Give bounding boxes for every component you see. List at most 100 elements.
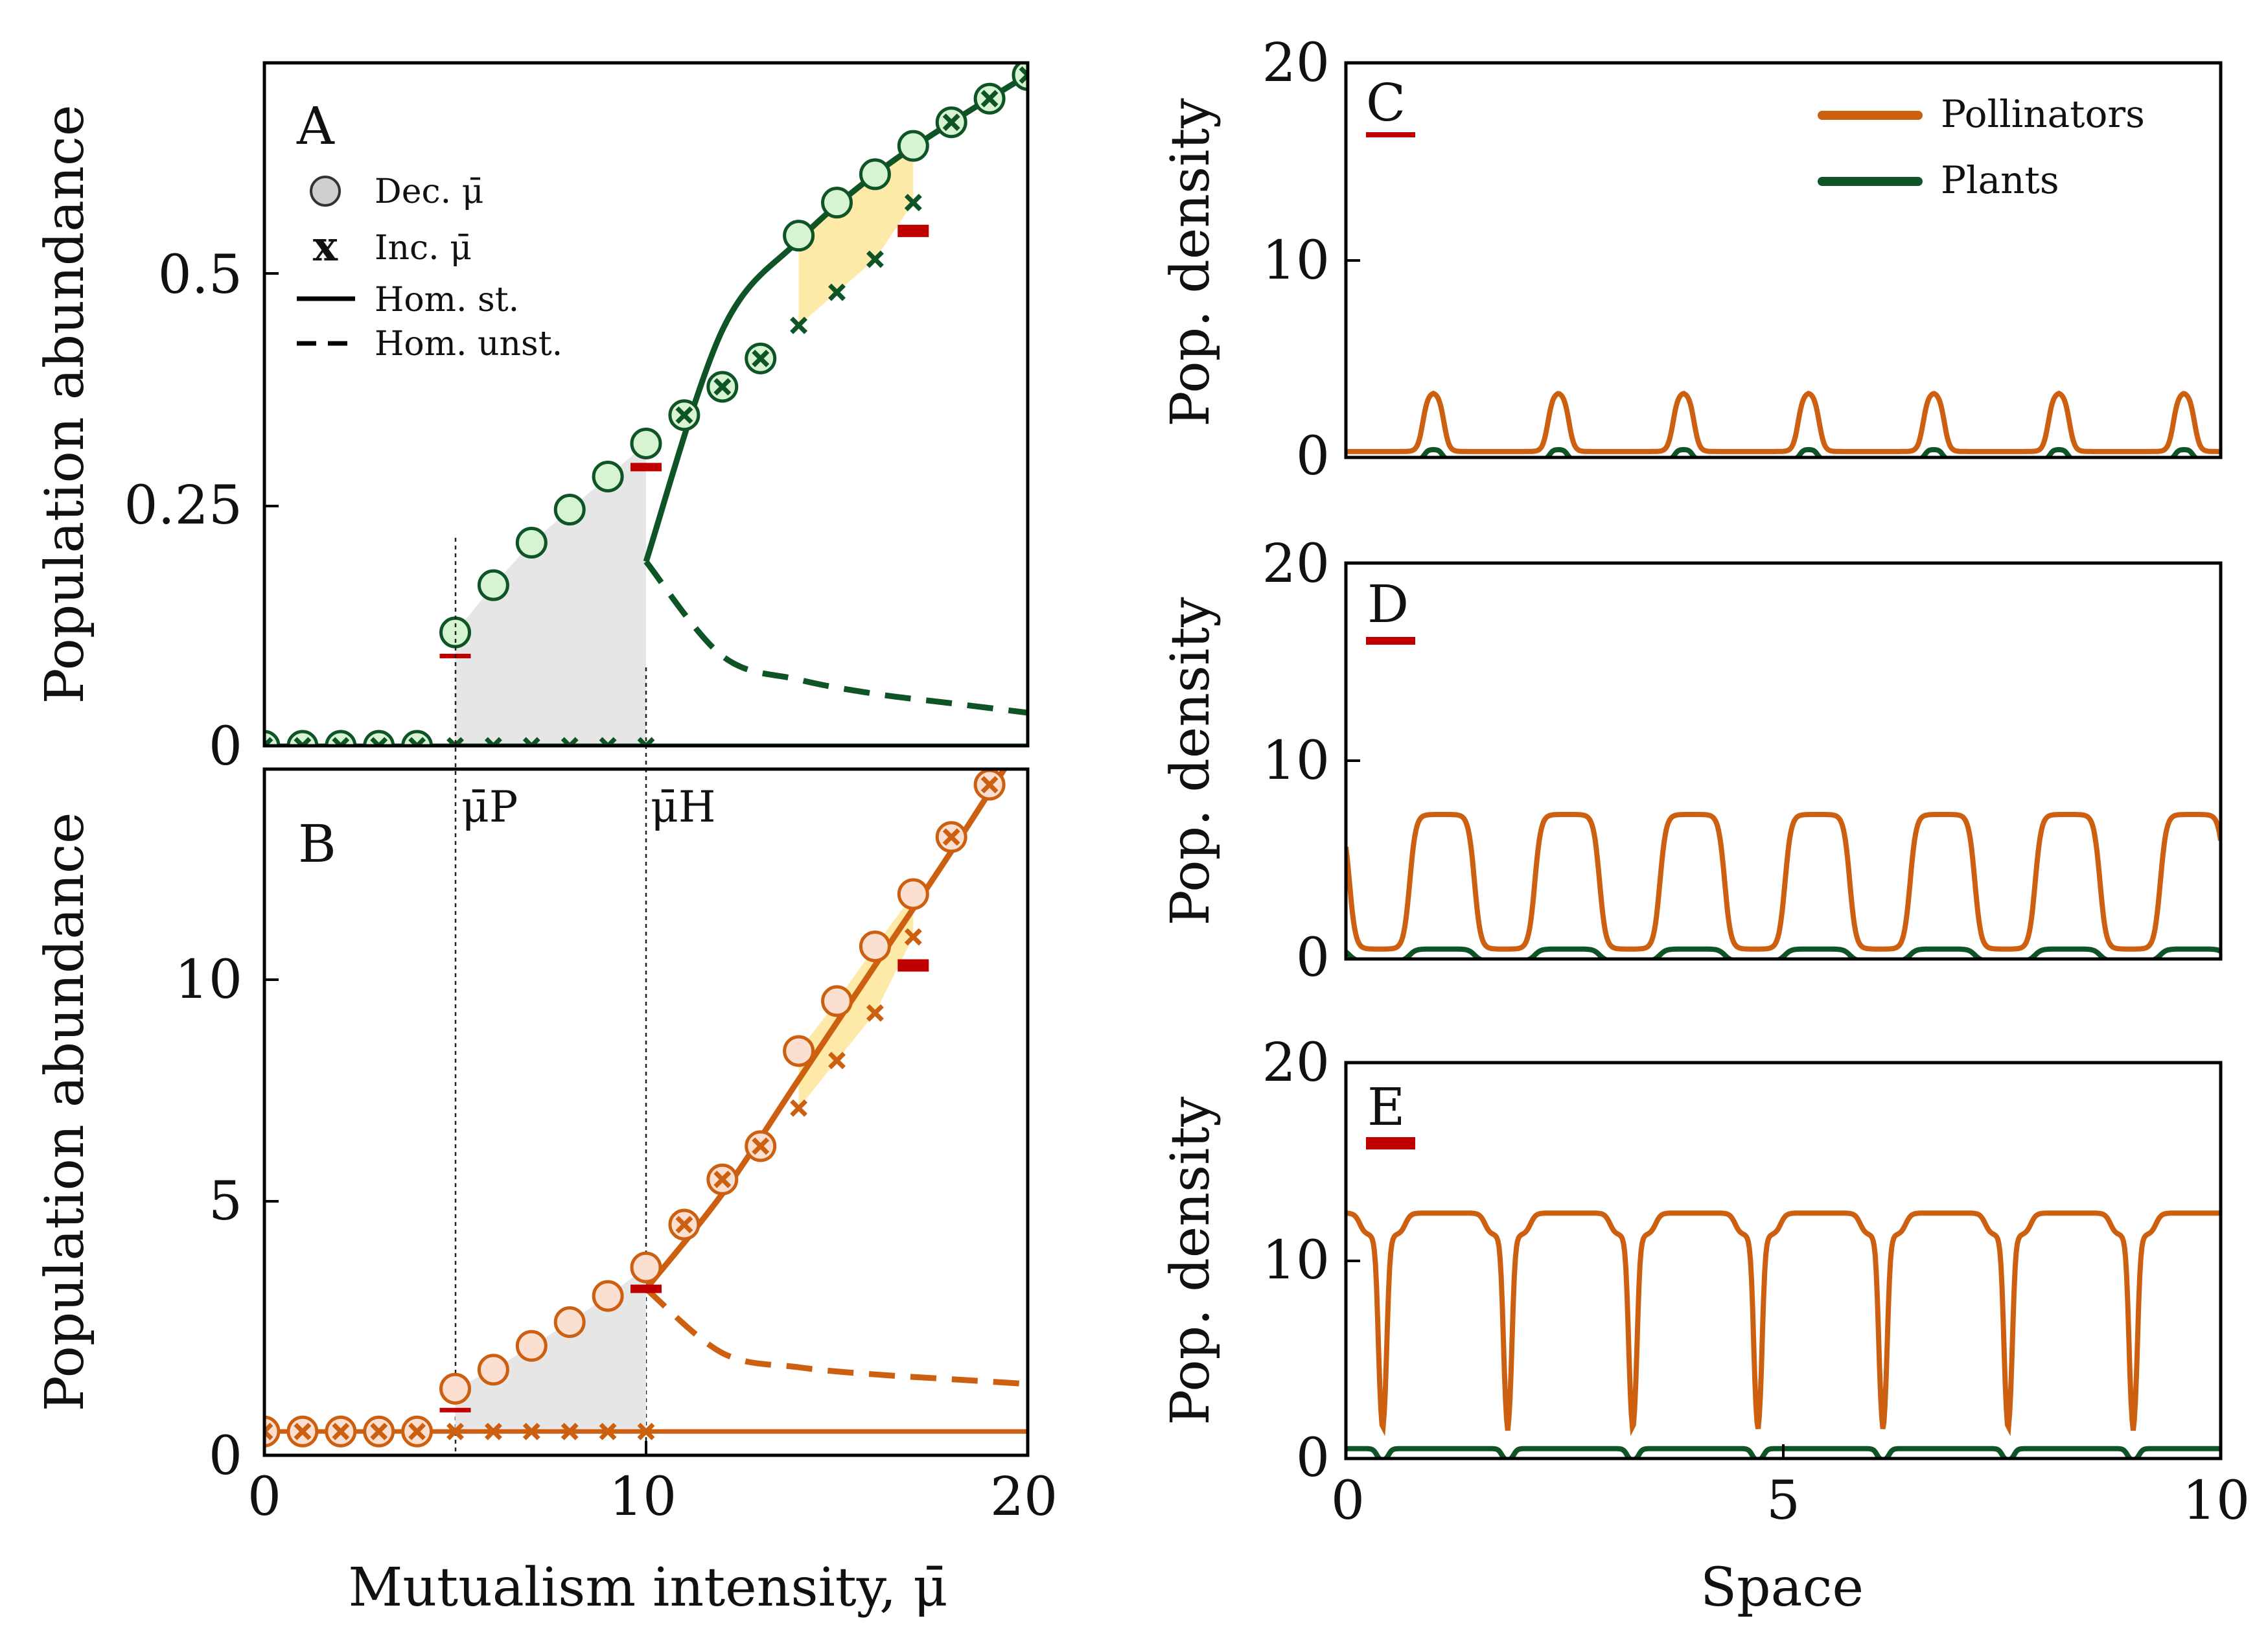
panel-C-marker [1366, 132, 1415, 137]
dec-mu-marker [821, 985, 853, 1017]
ytick-label: 0 [1296, 1427, 1330, 1489]
ytick-label: 0 [1296, 426, 1330, 487]
panel-C-yticks: 0 10 20 [1262, 32, 1360, 487]
panel-E-xticks: 0 5 10 [1331, 1444, 2250, 1532]
panel-D-label: D [1367, 574, 1409, 634]
dec-mu-marker [363, 730, 395, 746]
dec-mu-marker [783, 1035, 815, 1067]
panel-E-ylabel: Pop. density [1160, 1096, 1221, 1425]
panel-C-label: C [1366, 73, 1406, 133]
dec-mu-marker [286, 730, 319, 746]
legend-plants-label: Plants [1941, 158, 2059, 202]
panel-E-frame [1344, 1061, 2223, 1460]
inc-mu-marker [408, 737, 426, 746]
inc-mu-marker [828, 1052, 846, 1070]
dec-mu-marker [592, 1280, 624, 1312]
ytick-label: 0 [1296, 927, 1330, 989]
plants-line [1346, 946, 2221, 959]
dec-mu-marker [553, 494, 586, 525]
mu-P-label: μ̄P [461, 782, 518, 832]
ytick-label: 5 [209, 1171, 242, 1232]
panel-E: 0 10 20 0 5 10 E Pop. density Space [1160, 1032, 2250, 1619]
dec-mu-marker [401, 730, 434, 746]
ytick-label: 0.5 [158, 244, 242, 306]
data-markers [264, 63, 1028, 746]
inc-mu-marker [866, 1004, 884, 1022]
inc-mu-marker [980, 89, 999, 108]
stable-branch-curve [643, 72, 1028, 563]
inc-mu-marker [752, 349, 770, 367]
red-markers [439, 959, 929, 1413]
inc-mu-marker [484, 737, 502, 746]
inc-mu-marker [980, 776, 999, 794]
left-xlabel: Mutualism intensity, μ̄ [348, 1557, 947, 1619]
dec-mu-marker [630, 427, 662, 459]
right-xlabel: Space [1700, 1557, 1864, 1619]
legend-unstable-label: Hom. unst. [375, 325, 562, 363]
inc-mu-marker [561, 1422, 579, 1440]
dec-mu-marker [897, 130, 929, 162]
inc-mu-marker [522, 737, 540, 746]
inc-mu-marker [904, 928, 922, 946]
inc-mu-marker [332, 1422, 350, 1440]
panel-B-xticks: 0 10 20 [248, 1441, 1058, 1528]
panel-A-frame [262, 61, 1030, 748]
xtick-label: 5 [1766, 1470, 1800, 1532]
xtick-label: 10 [609, 1466, 677, 1528]
inc-mu-marker [637, 1422, 655, 1440]
panel-E-label: E [1367, 1077, 1405, 1137]
panel-B-label: B [298, 814, 336, 874]
dec-mu-marker [264, 1415, 281, 1448]
panel-C: 0 10 20 C Pollinators Plants Pop. densit… [1160, 32, 2223, 487]
inc-mu-marker [484, 1422, 502, 1440]
panel-A-yticks: 0 0.25 0.5 [124, 244, 279, 778]
inc-mu-marker [294, 737, 312, 746]
red-marker-D [631, 463, 662, 472]
ytick-label: 0 [209, 1425, 242, 1487]
inc-mu-marker [599, 737, 617, 746]
inc-mu-marker [790, 316, 808, 334]
legend-dec-label: Dec. μ̄ [375, 172, 483, 211]
panel-D-ylabel: Pop. density [1160, 597, 1221, 926]
inc-mu-marker [637, 737, 655, 746]
yellow-region [798, 146, 914, 326]
dec-mu-marker [592, 460, 624, 492]
red-marker-E [897, 224, 929, 237]
inc-mu-marker [561, 737, 579, 746]
inc-mu-marker [446, 737, 464, 746]
inc-mu-marker [675, 406, 693, 424]
inc-mu-marker [294, 1422, 312, 1440]
inc-mu-marker [790, 1099, 808, 1117]
panel-A-ylabel: Population abundance [34, 105, 96, 704]
xtick-label: 0 [248, 1466, 281, 1528]
xtick-label: 20 [990, 1466, 1058, 1528]
panel-D-marker [1366, 637, 1415, 645]
panel-B-ylabel: Population abundance [34, 813, 96, 1412]
gray-region [455, 443, 646, 746]
dec-mu-marker [821, 187, 853, 219]
panel-E-yticks: 0 10 20 [1262, 1032, 1360, 1489]
dec-mu-marker [325, 730, 357, 746]
legend-right: Pollinators Plants [1818, 92, 2145, 202]
legend-cross-marker: x [313, 222, 338, 271]
inc-mu-marker [522, 1422, 540, 1440]
legend-circle-marker [310, 176, 341, 207]
inc-mu-marker [370, 1422, 388, 1440]
ytick-label: 20 [1262, 533, 1330, 595]
inc-mu-marker [828, 283, 846, 301]
panel-A-label: A [296, 96, 335, 156]
inc-mu-marker [713, 378, 732, 396]
inc-mu-marker [408, 1422, 426, 1440]
inc-mu-marker [675, 1216, 693, 1234]
dec-mu-marker [515, 1330, 548, 1362]
ytick-label: 0.25 [124, 475, 242, 536]
red-marker-D [631, 1284, 662, 1293]
panel-E-marker [1366, 1137, 1415, 1149]
red-marker-C [439, 1407, 471, 1413]
xtick-label: 0 [1331, 1470, 1365, 1532]
unstable-branch-curve [644, 1286, 1028, 1387]
ytick-label: 10 [1262, 230, 1330, 292]
ytick-label: 10 [1262, 730, 1330, 792]
yellow-region [798, 894, 914, 1109]
